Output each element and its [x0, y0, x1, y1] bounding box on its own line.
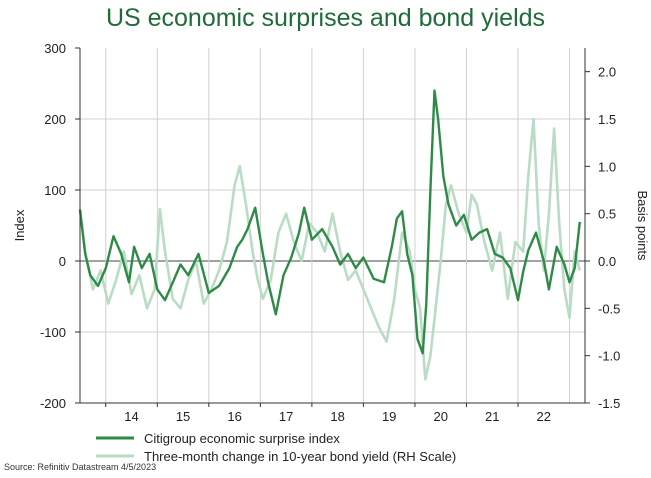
x-tick-label: 20 [433, 409, 447, 424]
x-tick-label: 17 [279, 409, 293, 424]
y-tick-label: -200 [40, 396, 66, 411]
x-tick-label: 22 [537, 409, 551, 424]
x-tick-label: 14 [124, 409, 138, 424]
grid-lines [80, 48, 585, 403]
y-tick-label: -100 [40, 325, 66, 340]
y-tick-label: 200 [44, 112, 66, 127]
series-line-citi-surprise [78, 89, 581, 355]
y2-tick-label: 0.5 [598, 207, 616, 222]
y2-tick-label: 0.0 [598, 254, 616, 269]
y2-tick-label: -1.5 [598, 396, 620, 411]
x-tick-label: 16 [227, 409, 241, 424]
y2-tick-label: -1.0 [598, 349, 620, 364]
axes: 300 200 100 0 -100 -200 2.0 1.5 1.0 0.5 0.0 -0.5 -1.… [12, 41, 650, 424]
legend-label: Three-month change in 10-year bond yield… [144, 449, 456, 464]
y-tick-label: 100 [44, 183, 66, 198]
x-tick-label: 21 [485, 409, 499, 424]
y-tick-label: 0 [59, 254, 66, 269]
x-tick-label: 19 [382, 409, 396, 424]
legend: Citigroup economic surprise index Three-m… [96, 431, 456, 464]
source-note: Source: Refinitiv Datastream 4/5/2023 [4, 462, 157, 472]
y2-tick-label: 1.5 [598, 112, 616, 127]
series-layer [78, 89, 582, 381]
series-line-bond-yield-change [78, 117, 582, 381]
legend-label: Citigroup economic surprise index [144, 431, 340, 446]
y2-axis-title: Basis points [635, 190, 650, 261]
y2-tick-label: 2.0 [598, 65, 616, 80]
y-axis-title: Index [12, 209, 27, 241]
x-tick-label: 15 [176, 409, 190, 424]
y2-tick-label: -0.5 [598, 301, 620, 316]
x-tick-label: 18 [330, 409, 344, 424]
chart-title: US economic surprises and bond yields [105, 4, 546, 32]
y2-tick-label: 1.0 [598, 159, 616, 174]
y-tick-label: 300 [44, 41, 66, 56]
